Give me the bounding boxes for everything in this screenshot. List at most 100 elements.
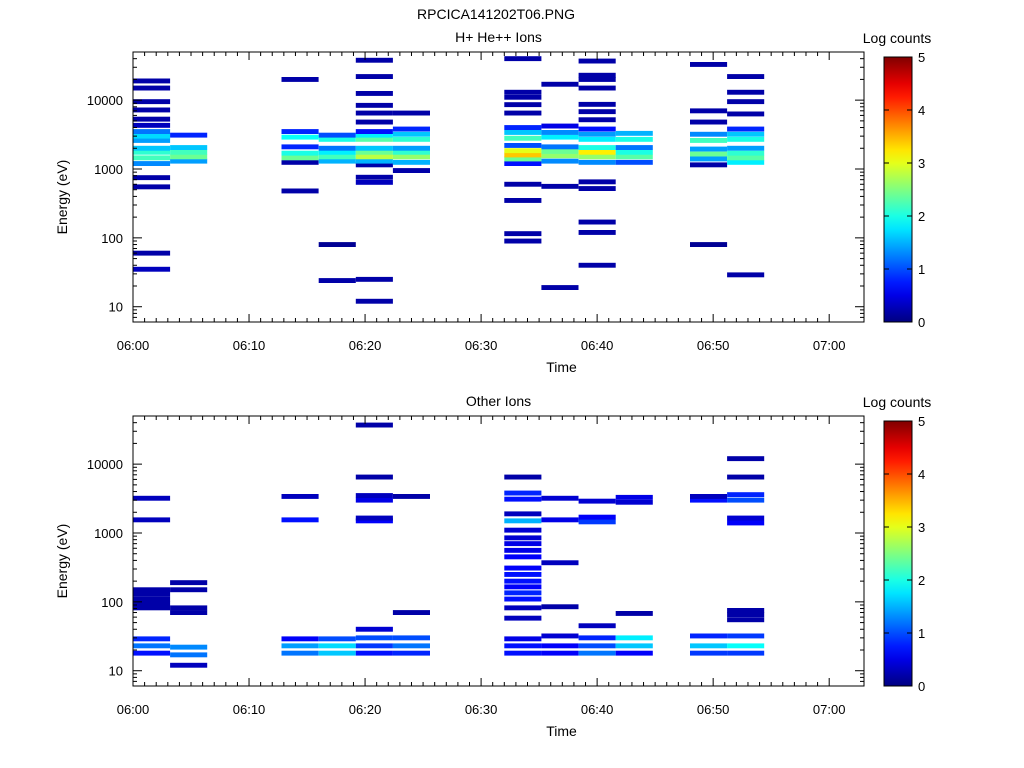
heatmap-cell [392, 494, 430, 499]
heatmap-cell [578, 635, 616, 641]
panel-2: 06:00 06:10 06:20 06:30 06:40 06:50 07:00 Time 1… [54, 393, 931, 739]
heatmap-cell [133, 122, 171, 128]
heatmap-cell [281, 129, 319, 134]
heatmap-cell [727, 633, 765, 639]
y-tick-label: 10 [109, 300, 123, 315]
heatmap-cell [690, 146, 728, 152]
heatmap-cell [504, 231, 542, 237]
heatmap-cell [578, 126, 616, 132]
heatmap-cell [727, 612, 765, 618]
heatmap-cell [727, 272, 765, 278]
heatmap-cell [541, 153, 579, 159]
heatmap-cell [690, 497, 728, 503]
heatmap-cell [392, 110, 430, 116]
heatmap-cell [355, 132, 393, 138]
heatmap-cell [355, 298, 393, 304]
heatmap-cell [578, 623, 616, 629]
colorbar: 0 1 2 3 4 5 Log counts [863, 30, 932, 330]
heatmap-cell [504, 535, 542, 541]
heatmap-cell [133, 250, 171, 256]
heatmap-cell [504, 238, 542, 244]
heatmap-cell [504, 130, 542, 135]
heatmap-cell [578, 149, 616, 155]
y-axis: 10 100 1000 10000 [87, 51, 864, 323]
heatmap-cell [578, 514, 616, 520]
x-tick-label: 06:20 [349, 338, 382, 353]
heatmap-cell [170, 149, 208, 155]
heatmap-cell [615, 499, 653, 505]
heatmap-cell [541, 149, 579, 154]
heatmap-cell [504, 518, 542, 524]
y-axis-label: Energy (eV) [54, 160, 70, 235]
colorbar-tick-label: 2 [918, 209, 925, 224]
heatmap-cell [355, 650, 393, 656]
heatmap-cell [318, 154, 356, 160]
heatmap-cell [615, 130, 653, 136]
heatmap-cell [615, 611, 653, 616]
heatmap-cell [355, 474, 393, 480]
heatmap-cell [170, 644, 208, 650]
heatmap-cell [541, 130, 579, 135]
heatmap-cell [578, 262, 616, 268]
heatmap-cell [578, 498, 616, 504]
heatmap-cell [541, 144, 579, 150]
heatmap-cell [727, 99, 765, 105]
heatmap-cell [133, 184, 171, 190]
heatmap-cell [504, 643, 542, 649]
heatmap-cell [504, 56, 542, 62]
heatmap-cell [133, 591, 171, 597]
colorbar-tick-label: 0 [918, 679, 925, 694]
heatmap-cell [392, 159, 430, 165]
heatmap-cell [504, 596, 542, 602]
heatmap-cell [318, 278, 356, 283]
heatmap-cell [318, 242, 356, 247]
heatmap-cell [690, 242, 728, 247]
heatmap-cell [727, 155, 765, 161]
heatmap-cell [615, 635, 653, 641]
heatmap-cell [504, 156, 542, 162]
heatmap-cell [133, 99, 171, 105]
heatmap-cell [133, 145, 171, 151]
panel-title: Other Ions [466, 393, 531, 409]
y-tick-label: 100 [101, 595, 123, 610]
heatmap-cell [355, 136, 393, 142]
x-tick-label: 06:20 [349, 702, 382, 717]
heatmap-cell [355, 129, 393, 134]
x-tick-label: 06:10 [233, 702, 266, 717]
heatmap-cell [133, 587, 171, 593]
heatmap-cell [133, 605, 171, 611]
x-tick-label: 06:50 [697, 338, 730, 353]
heatmap-cell [392, 136, 430, 142]
colorbar-tick-label: 0 [918, 315, 925, 330]
heatmap-cell [355, 626, 393, 632]
heatmap-cell [727, 145, 765, 151]
heatmap-cell [541, 81, 579, 87]
heatmap-cell [355, 422, 393, 428]
heatmap-cell [578, 58, 616, 64]
heatmap-cell [133, 133, 171, 139]
heatmap-cell [578, 136, 616, 142]
heatmap-cell [133, 495, 171, 501]
heatmap-cell [392, 610, 430, 615]
heatmap-cell [504, 94, 542, 100]
colorbar-label: Log counts [863, 394, 932, 410]
heatmap-cell [541, 134, 579, 140]
heatmap-cell [690, 494, 728, 499]
x-axis-label: Time [546, 359, 577, 375]
x-tick-label: 06:50 [697, 702, 730, 717]
colorbar-tick-label: 4 [918, 467, 925, 482]
heatmap-cells [133, 56, 765, 304]
x-tick-label: 06:40 [581, 702, 614, 717]
heatmap-cell [727, 126, 765, 132]
heatmap-cell [578, 519, 616, 525]
heatmap-cell [355, 119, 393, 125]
heatmap-cell [578, 154, 616, 160]
heatmap-cell [541, 158, 579, 164]
heatmap-cell [318, 158, 356, 164]
x-tick-label: 07:00 [813, 702, 846, 717]
heatmap-cell [355, 515, 393, 521]
x-axis-label: Time [546, 723, 577, 739]
heatmap-cell [504, 198, 542, 203]
heatmap-cell [578, 101, 616, 107]
heatmap-cell [355, 158, 393, 164]
